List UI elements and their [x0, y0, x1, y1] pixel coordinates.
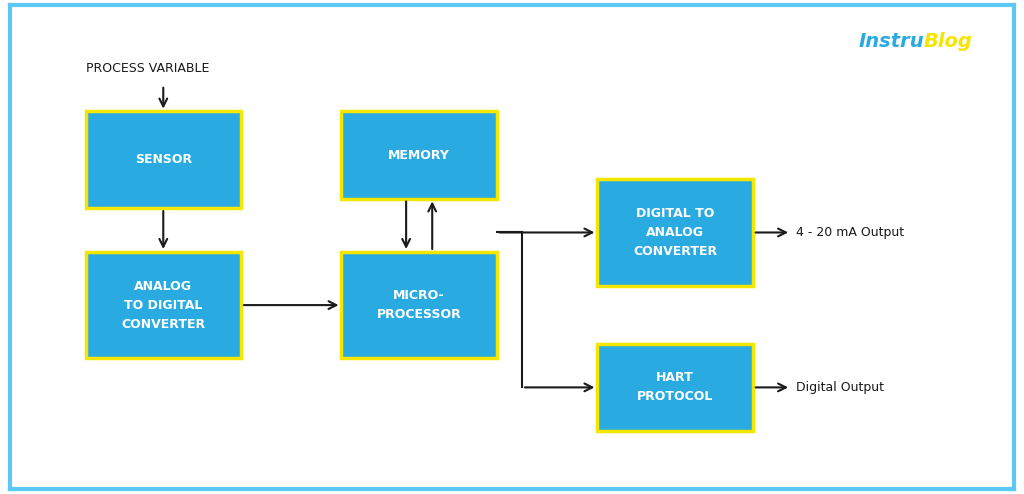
Text: MEMORY: MEMORY — [388, 149, 451, 162]
FancyBboxPatch shape — [341, 112, 497, 199]
Text: 4 - 20 mA Output: 4 - 20 mA Output — [796, 226, 904, 239]
Text: MICRO-
PROCESSOR: MICRO- PROCESSOR — [377, 289, 462, 321]
FancyBboxPatch shape — [341, 252, 497, 358]
Text: Instru: Instru — [858, 32, 924, 50]
Text: PROCESS VARIABLE: PROCESS VARIABLE — [85, 62, 209, 75]
Text: DIGITAL TO
ANALOG
CONVERTER: DIGITAL TO ANALOG CONVERTER — [633, 207, 717, 258]
Text: HART
PROTOCOL: HART PROTOCOL — [637, 371, 714, 404]
Text: SENSOR: SENSOR — [135, 153, 191, 166]
Text: Digital Output: Digital Output — [796, 381, 884, 394]
Text: ANALOG
TO DIGITAL
CONVERTER: ANALOG TO DIGITAL CONVERTER — [121, 280, 206, 330]
FancyBboxPatch shape — [85, 252, 241, 358]
FancyBboxPatch shape — [85, 112, 241, 208]
FancyBboxPatch shape — [597, 344, 753, 431]
FancyBboxPatch shape — [597, 179, 753, 286]
Text: Blog: Blog — [924, 32, 973, 50]
